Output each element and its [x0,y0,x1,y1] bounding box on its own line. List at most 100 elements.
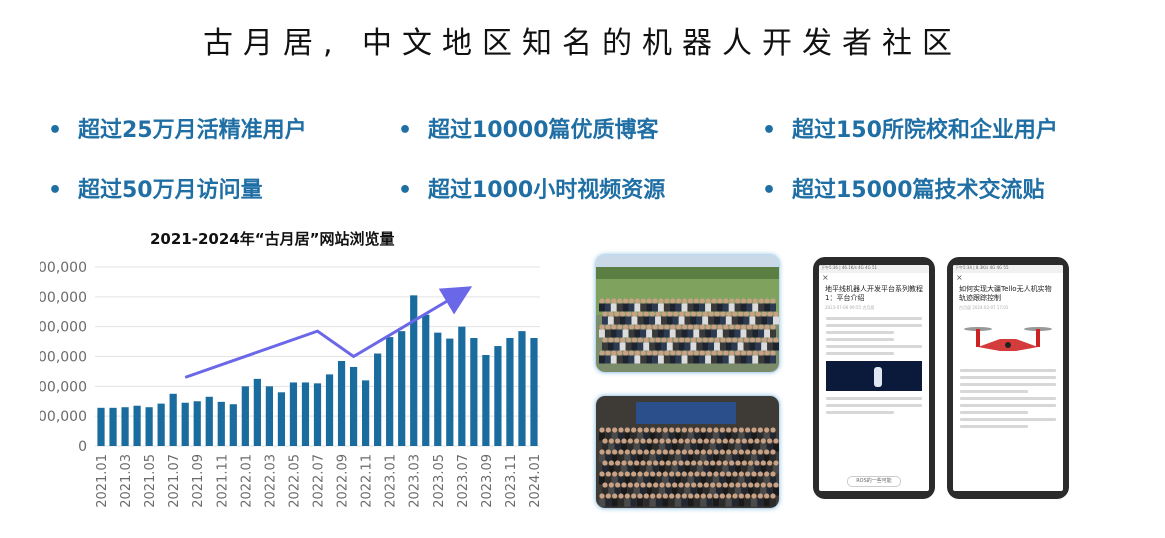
status-text: 下午5:34 | 8.3K/s [955,265,989,270]
bar [349,366,358,446]
person-head [760,460,766,466]
person-body [758,355,765,364]
person-body [637,432,643,441]
person-head [738,449,744,455]
person-head [770,471,776,477]
person-head [770,298,776,304]
person-body [614,487,621,496]
person-body [646,355,653,364]
person-head [770,427,776,433]
stat-text: 超过15000篇技术交流贴 [792,178,1045,203]
group-photo-indoor [595,395,780,509]
person-body [728,355,735,364]
x-tick-label: 2023.09 [480,454,495,508]
close-icon[interactable]: × [822,273,829,282]
drone-icon [964,327,1052,351]
text-line [826,338,894,341]
person-body [681,303,688,312]
person-body [722,465,729,474]
person-head [735,298,741,304]
person-head [743,311,750,317]
person-body [699,329,706,338]
person-head [754,460,760,466]
person-body [610,303,617,312]
ros-link-button[interactable]: ROS的一些可能 [847,476,901,487]
person-body [668,454,675,463]
person-body [666,316,673,325]
person-body [646,329,653,338]
person-head [719,471,725,477]
person-head [738,311,744,317]
bar [229,404,237,446]
person-body [637,316,644,325]
person-head [710,438,716,444]
person-body [755,342,762,351]
person-body [764,329,771,338]
person-body [659,443,665,452]
person-head [643,337,649,343]
bar [434,332,442,446]
person-head [705,350,711,356]
article-meta: 2023-07-06 09:55 古月居 [819,303,929,313]
group-photo-outdoor-image [596,255,779,372]
bar [530,338,538,446]
person-head [653,438,659,444]
person-body [675,329,682,338]
person-head [684,460,690,466]
bar [289,382,298,446]
person-head [679,337,685,343]
person-body [749,316,756,325]
person-head [749,337,756,343]
text-line [960,376,1056,379]
person-body [725,432,732,441]
person-head [705,298,711,304]
person-head [643,493,649,499]
person-body [714,316,721,325]
person-body [751,454,757,463]
article-image-robot [826,361,922,391]
person-head [713,449,719,455]
person-head [624,427,630,433]
person-head [688,471,694,477]
person-head [679,311,685,317]
person-head [621,438,627,444]
person-body [735,465,741,474]
person-head [664,298,670,304]
bar [398,331,406,446]
person-body [706,498,713,507]
person-head [667,311,673,317]
person-head [764,427,770,433]
person-head [732,337,738,343]
close-icon[interactable]: × [956,273,963,282]
person-head [693,350,699,356]
person-head [620,337,626,343]
person-body [681,498,688,507]
person-head [605,449,611,455]
person-body [770,355,776,364]
person-body [663,303,670,312]
person-head [658,350,664,356]
person-head [631,337,638,343]
person-body [719,454,726,463]
person-head [751,449,757,455]
text-line [960,390,1028,393]
person-body [690,342,697,351]
person-head [707,427,713,433]
bullet-icon: • [762,118,777,143]
bar [205,396,213,446]
person-head [691,482,697,488]
person-body [614,443,621,452]
person-head [740,298,747,304]
person-body [611,454,618,463]
person-head [618,449,624,455]
person-head [694,427,700,433]
person-head [770,324,776,330]
article-author: 古月居 [959,305,971,310]
bullet-icon: • [48,178,63,203]
person-head [700,449,706,455]
person-body [746,355,753,364]
person-body [631,316,638,325]
person-body [604,329,611,338]
person-body [747,443,754,452]
person-body [687,476,694,485]
